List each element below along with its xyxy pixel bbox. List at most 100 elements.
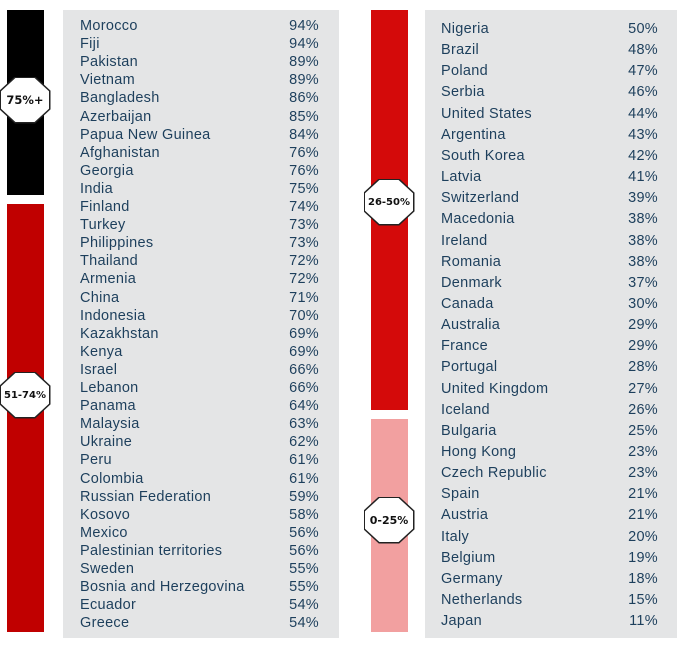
table-row: Portugal 28% <box>441 358 658 376</box>
country-name: Ireland <box>441 232 488 249</box>
table-row: France 29% <box>441 337 658 355</box>
country-name: United Kingdom <box>441 380 549 397</box>
percent-value: 73% <box>289 235 319 252</box>
table-row: Belgium 19% <box>441 549 658 567</box>
percent-value: 70% <box>289 307 319 324</box>
table-row: Vietnam 89% <box>80 71 319 89</box>
table-row: Colombia 61% <box>80 470 319 488</box>
percent-value: 23% <box>628 444 658 460</box>
percent-value: 54% <box>289 597 319 614</box>
table-row: Serbia 46% <box>441 83 658 101</box>
table-row: Hong Kong 23% <box>441 443 658 461</box>
table-row: Netherlands 15% <box>441 591 658 609</box>
percent-value: 21% <box>628 507 658 524</box>
table-row: South Korea 42% <box>441 147 658 165</box>
country-name: Pakistan <box>80 54 139 71</box>
country-name: Bangladesh <box>80 90 160 107</box>
percent-value: 39% <box>628 190 658 207</box>
percent-value: 55% <box>289 561 319 577</box>
country-name: Georgia <box>80 162 134 179</box>
country-name: Spain <box>441 486 480 503</box>
percent-value: 11% <box>629 613 658 630</box>
country-name: Argentina <box>441 126 506 143</box>
percent-value: 20% <box>628 528 658 545</box>
table-row: Iceland 26% <box>441 401 658 419</box>
percent-value: 28% <box>628 359 658 376</box>
percent-value: 58% <box>289 506 319 523</box>
percent-value: 47% <box>628 63 658 80</box>
country-name: Switzerland <box>441 190 520 207</box>
table-row: Thailand 72% <box>80 252 319 270</box>
table-row: Peru 61% <box>80 451 319 469</box>
percent-value: 43% <box>628 126 658 143</box>
percent-value: 54% <box>289 615 319 632</box>
country-name: Belgium <box>441 549 496 566</box>
table-row: Czech Republic 23% <box>441 464 658 482</box>
country-name: Kazakhstan <box>80 325 159 342</box>
country-name: India <box>80 180 113 197</box>
table-row: Kosovo 58% <box>80 506 319 524</box>
left-table-panel <box>63 10 339 638</box>
country-name: Afghanistan <box>80 144 160 161</box>
percent-value: 61% <box>289 470 319 487</box>
country-name: Kosovo <box>80 506 131 523</box>
country-name: Azerbaijan <box>80 108 152 125</box>
country-name: Malaysia <box>80 416 140 433</box>
table-row: Romania 38% <box>441 253 658 271</box>
country-name: Israel <box>80 361 118 378</box>
table-row: Bulgaria 25% <box>441 422 658 440</box>
table-row: Philippines 73% <box>80 234 319 252</box>
table-row: Azerbaijan 85% <box>80 108 319 126</box>
percent-value: 71% <box>289 289 319 306</box>
country-name: Lebanon <box>80 380 139 396</box>
country-name: Vietnam <box>80 72 136 89</box>
country-name: Kenya <box>80 343 123 360</box>
table-row: Turkey 73% <box>80 216 319 234</box>
band-label: 75%+ <box>1 78 49 122</box>
country-name: Indonesia <box>80 307 146 324</box>
country-name: Finland <box>80 199 130 215</box>
percent-value: 89% <box>289 54 319 71</box>
country-name: Russian Federation <box>80 488 212 505</box>
country-name: Colombia <box>80 470 144 487</box>
country-name: Sweden <box>80 561 135 577</box>
country-name: Germany <box>441 570 503 587</box>
table-row: China 71% <box>80 289 319 307</box>
table-row: Ireland 38% <box>441 232 658 250</box>
table-row: Switzerland 39% <box>441 189 658 207</box>
percent-value: 73% <box>289 217 319 234</box>
country-name: Panama <box>80 398 136 415</box>
table-row: Kenya 69% <box>80 343 319 361</box>
country-name: Canada <box>441 295 494 312</box>
percent-value: 37% <box>628 274 658 291</box>
percent-value: 42% <box>628 147 658 164</box>
percent-value: 94% <box>289 18 319 34</box>
table-row: Latvia 41% <box>441 168 658 186</box>
table-row: Mexico 56% <box>80 524 319 542</box>
percent-value: 48% <box>628 42 658 59</box>
percent-value: 19% <box>628 549 658 566</box>
country-name: Peru <box>80 452 112 469</box>
table-row: Lebanon 66% <box>80 379 319 397</box>
country-name: Macedonia <box>441 211 515 228</box>
band-label: 0-25% <box>365 498 413 542</box>
table-row: Argentina 43% <box>441 126 658 144</box>
table-row: Nigeria 50% <box>441 20 658 38</box>
percent-value: 59% <box>289 488 319 505</box>
band-label: 26-50% <box>365 180 413 224</box>
table-row: Georgia 76% <box>80 162 319 180</box>
country-name: Brazil <box>441 42 480 59</box>
country-name: Armenia <box>80 271 137 288</box>
band-label: 51-74% <box>1 373 49 417</box>
country-name: Thailand <box>80 253 139 270</box>
table-row: Fiji 94% <box>80 35 319 53</box>
table-row: Morocco 94% <box>80 17 319 35</box>
country-name: Czech Republic <box>441 465 547 482</box>
table-row: Australia 29% <box>441 316 658 334</box>
table-row: Ecuador 54% <box>80 596 319 614</box>
table-row: Indonesia 70% <box>80 307 319 325</box>
percent-value: 38% <box>628 253 658 270</box>
percent-value: 26% <box>628 401 658 418</box>
percent-value: 89% <box>289 72 319 89</box>
percent-value: 44% <box>628 105 658 122</box>
